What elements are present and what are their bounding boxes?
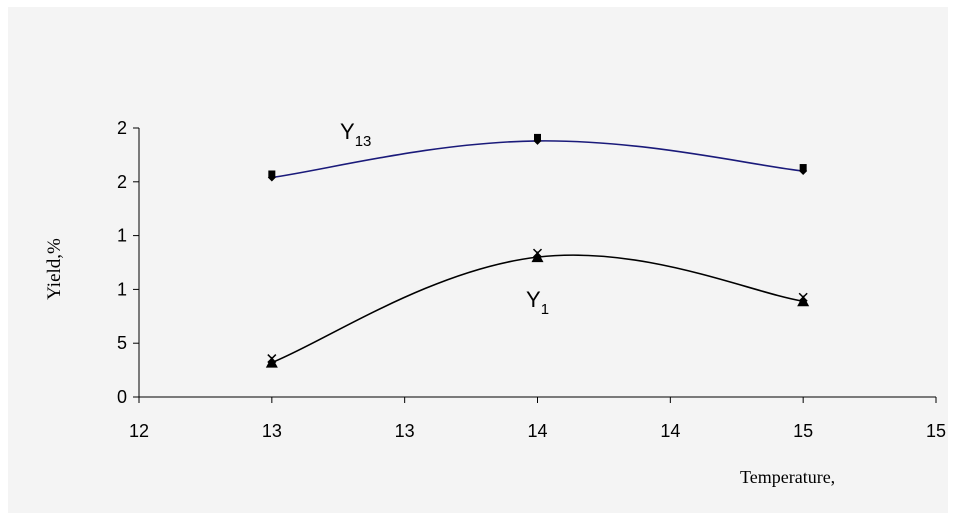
point-marker-y1 <box>265 356 278 368</box>
point-marker-y1 <box>531 251 544 263</box>
y-tick-label: 0 <box>117 387 127 407</box>
series-labels: Y13 Y1 <box>340 119 549 318</box>
y-axis-title: Yield,% <box>44 238 65 300</box>
series-layer <box>265 133 810 368</box>
y-tick-label: 1 <box>117 226 127 246</box>
y-tick-label: 1 <box>117 279 127 299</box>
x-tick-label: 12 <box>129 421 149 441</box>
y-tick-label: 2 <box>117 118 127 138</box>
point-marker-y13 <box>267 173 276 182</box>
y-tick-label: 5 <box>117 333 127 353</box>
y-tick-label: 2 <box>117 172 127 192</box>
point-marker-y1 <box>532 248 543 258</box>
series-line-y13 <box>271 140 804 179</box>
x-tick-label: 14 <box>527 421 547 441</box>
point-marker-y1 <box>798 292 808 302</box>
x-tick-label: 13 <box>395 421 415 441</box>
point-marker-y1 <box>267 354 277 364</box>
x-axis-ticks: 12 13 13 14 14 15 15 <box>129 397 946 441</box>
x-tick-label: 15 <box>793 421 813 441</box>
x-tick-label: 14 <box>660 421 680 441</box>
point-marker-y13 <box>799 167 808 176</box>
y-axis-ticks: 0 5 1 1 2 2 <box>117 118 139 407</box>
x-tick-label: 13 <box>262 421 282 441</box>
x-tick-label: 15 <box>926 421 946 441</box>
series-label-y1: Y1 <box>526 287 549 318</box>
series-label-y13: Y13 <box>340 119 371 150</box>
point-marker-y13 <box>533 136 542 145</box>
point-marker-y1 <box>797 295 810 307</box>
x-axis-title: Temperature, <box>740 467 835 487</box>
